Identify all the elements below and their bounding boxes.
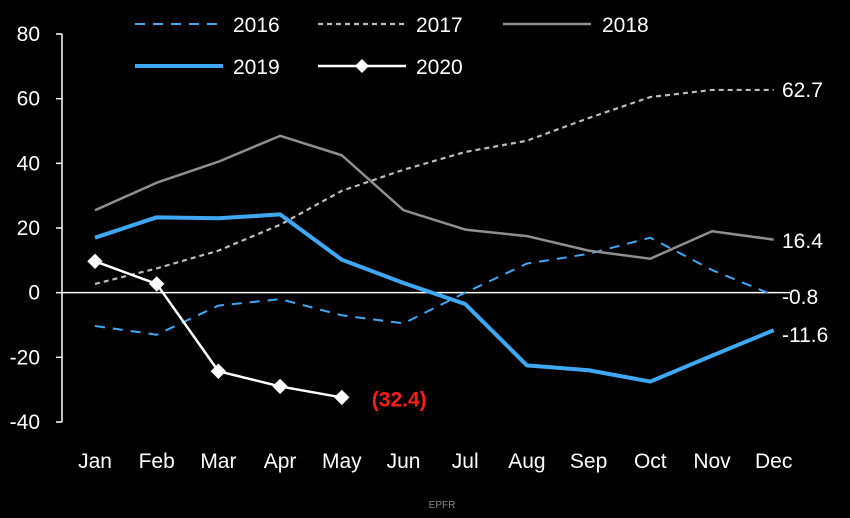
end-labels: 62.7 16.4 -0.8 -11.6 (32.4) [372,79,829,411]
y-tick-label: 60 [17,88,40,111]
end-label-2020: (32.4) [372,388,427,411]
x-tick-label: Feb [139,450,175,473]
end-label-2019: -11.6 [782,324,828,347]
x-tick-label: Dec [755,450,792,473]
end-label-2016: -0.8 [782,286,818,309]
y-tick-labels: 80 60 40 20 0 -20 -40 [10,23,40,434]
y-tick-label: 0 [28,282,40,305]
source-label: EPFR [429,500,456,511]
x-tick-label: Jun [387,450,421,473]
x-tick-label: Oct [634,450,667,473]
x-tick-label: Jul [452,450,479,473]
y-tick-label: -20 [10,346,40,369]
legend-label-2019: 2019 [233,56,280,79]
x-tick-labels: Jan Feb Mar Apr May Jun Jul Aug Sep Oct Nov Dec [78,450,792,473]
series-line-2019 [94,212,775,384]
legend-label-2017: 2017 [416,14,463,37]
legend-label-2018: 2018 [602,14,649,37]
x-tick-label: Sep [570,450,607,473]
series-line-2018 [94,134,774,260]
x-tick-label: Jan [78,450,112,473]
legend-label-2020: 2020 [416,56,463,79]
x-tick-label: Aug [508,450,545,473]
data-point-2020 [272,378,288,395]
series-lines [94,88,775,399]
axes [56,33,790,423]
data-point-2020 [210,363,227,379]
series-line-2016 [94,236,775,336]
y-tick-label: 80 [17,23,40,46]
series-line-2017 [94,88,774,286]
y-tick-label: -40 [10,411,40,434]
y-tick-label: 40 [17,152,40,175]
legend: 2016 2017 2018 2019 2020 [135,14,649,79]
data-point-2020 [148,276,165,292]
y-tick-label: 20 [17,217,40,240]
legend-marker-2020 [355,59,369,73]
x-tick-label: Nov [693,450,731,473]
series-markers [87,253,350,406]
end-label-2018: 16.4 [782,230,823,253]
x-tick-label: Mar [200,450,236,473]
data-point-2020 [87,253,103,270]
x-tick-label: Apr [264,450,297,473]
end-label-2017: 62.7 [782,79,823,102]
data-point-2020 [334,389,350,406]
x-tick-label: May [322,450,362,473]
legend-label-2016: 2016 [233,14,280,37]
